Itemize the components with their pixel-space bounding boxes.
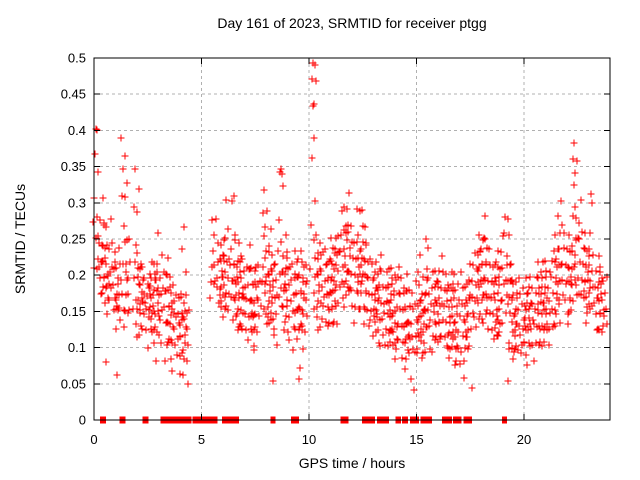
x-tick-label: 5 [198, 432, 205, 447]
y-tick-label: 0.3 [68, 195, 86, 210]
x-tick-label: 0 [90, 432, 97, 447]
axis-ticks [93, 57, 610, 421]
y-tick-label: 0.05 [61, 376, 86, 391]
chart-title: Day 161 of 2023, SRMTID for receiver ptg… [217, 15, 486, 31]
tick-marks-path [93, 57, 610, 421]
y-tick-label: 0.1 [68, 340, 86, 355]
y-tick-label: 0.35 [61, 159, 86, 174]
tick-labels: 0 0.05 0.1 0.15 0.2 0.25 0.3 0.35 0.4 0.45 0.5 0 5 10… [61, 51, 532, 448]
y-tick-label: 0.4 [68, 123, 86, 138]
y-tick-label: 0.2 [68, 268, 86, 283]
y-tick-label: 0.25 [61, 232, 86, 247]
x-tick-label: 20 [517, 432, 531, 447]
y-tick-label: 0.5 [68, 51, 86, 66]
x-tick-label: 10 [302, 432, 316, 447]
x-axis-label: GPS time / hours [299, 455, 406, 471]
x-tick-label: 15 [409, 432, 423, 447]
y-tick-label: 0.45 [61, 87, 86, 102]
scatter-points-path [89, 59, 611, 394]
y-tick-label: 0.15 [61, 304, 86, 319]
y-tick-label: 0 [79, 413, 86, 428]
y-axis-label: SRMTID / TECUs [12, 184, 28, 294]
